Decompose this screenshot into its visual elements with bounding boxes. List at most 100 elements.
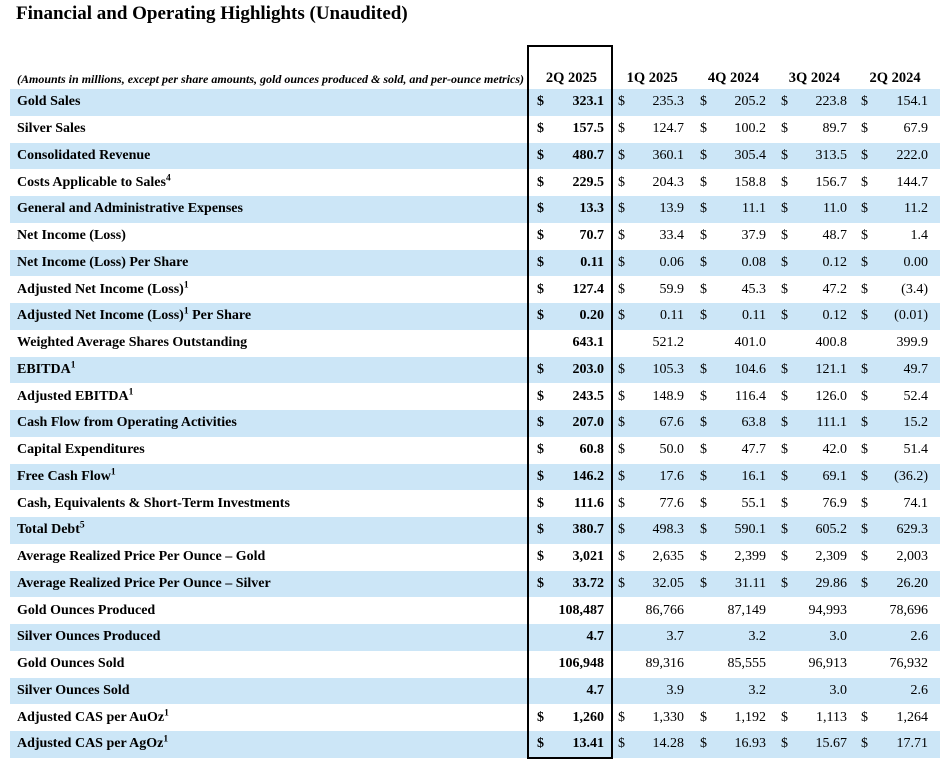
value-cell: $ (0.01) (856, 308, 934, 324)
cell-value: 480.7 (572, 147, 605, 163)
row-label-text: Capital Expenditures (17, 442, 145, 458)
row-label: Silver Sales (10, 121, 528, 137)
highlights-table: (Amounts in millions, except per share a… (10, 45, 940, 759)
row-label: Cash, Equivalents & Short-Term Investmen… (10, 496, 528, 512)
currency-symbol: $ (618, 254, 625, 270)
value-cell: $59.9 (613, 282, 690, 298)
currency-symbol: $ (861, 468, 868, 484)
value-cell: $111.1 (775, 415, 853, 431)
currency-symbol: $ (618, 442, 625, 458)
row-label-text: Gold Ounces Produced (17, 602, 156, 618)
value-cell: 86,766 (613, 603, 690, 619)
currency-symbol: $ (861, 281, 868, 297)
cell-value: 223.8 (815, 94, 848, 110)
table-row: Average Realized Price Per Ounce – Gold … (10, 544, 940, 571)
cell-value: 47.2 (822, 281, 848, 297)
value-cell: $13.9 (613, 201, 690, 217)
cell-value: 0.20 (579, 308, 605, 324)
currency-symbol: $ (618, 549, 625, 565)
currency-symbol: $ (700, 254, 707, 270)
row-label-superscript: 1 (183, 306, 189, 317)
value-cell: $1.4 (856, 228, 934, 244)
cell-value: 313.5 (815, 147, 848, 163)
cell-value: (36.2) (894, 468, 928, 484)
cell-value: 158.8 (734, 174, 767, 190)
currency-symbol: $ (781, 736, 788, 752)
cell-value: 17.71 (896, 736, 929, 752)
cell-value: 1,113 (816, 709, 847, 725)
value-cell: $31.11 (694, 576, 772, 592)
cell-value: 590.1 (734, 522, 767, 538)
value-cell: $2,399 (694, 549, 772, 565)
cell-value: 96,913 (808, 656, 848, 672)
table-row: Weighted Average Shares Outstanding 643.… (10, 330, 940, 357)
currency-symbol: $ (537, 575, 544, 591)
currency-symbol: $ (700, 495, 707, 511)
currency-symbol: $ (781, 709, 788, 725)
value-cell: $42.0 (775, 442, 853, 458)
currency-symbol: $ (700, 522, 707, 538)
row-label-superscript: 1 (70, 360, 76, 371)
row-label-superscript: 1 (164, 707, 169, 718)
cell-value: 32.05 (652, 575, 685, 591)
value-cell: $76.9 (775, 496, 853, 512)
cell-value: 127.4 (572, 281, 605, 297)
value-cell: 108,487 (528, 603, 613, 619)
value-cell: $360.1 (613, 148, 690, 164)
value-cell: $89.7 (775, 121, 853, 137)
currency-symbol: $ (618, 94, 625, 110)
cell-value: 0.06 (659, 254, 685, 270)
table-row: Silver Sales $157.5 $124.7 $100.2 $89.7 … (10, 116, 940, 143)
currency-symbol: $ (700, 468, 707, 484)
value-cell: $0.12 (775, 308, 853, 324)
table-row: EBITDA1 $203.0 $105.3 $104.6 $121.1 $49.… (10, 356, 940, 384)
table-row: Adjusted CAS per AuOz1 $1,260 $1,330 $1,… (10, 704, 940, 731)
row-label-text: Net Income (Loss) (17, 228, 126, 244)
currency-symbol: $ (537, 147, 544, 163)
row-label-text: Adjusted Net Income (Loss) (17, 308, 184, 324)
row-label-superscript: 1 (110, 467, 116, 478)
row-label: Gold Ounces Produced (10, 603, 528, 619)
value-cell: 3.2 (694, 683, 772, 699)
currency-symbol: $ (781, 228, 788, 244)
value-cell: $126.0 (775, 389, 853, 405)
table-row: Adjusted Net Income (Loss)1 $127.4 $59.9… (10, 276, 940, 303)
currency-symbol: $ (781, 361, 788, 377)
value-cell: $104.6 (694, 362, 772, 378)
value-cell: 85,555 (694, 656, 772, 672)
currency-symbol: $ (618, 415, 625, 431)
cell-value: 157.5 (572, 121, 605, 137)
currency-symbol: $ (861, 201, 868, 217)
cell-value: 63.8 (741, 415, 767, 431)
cell-value: 222.0 (896, 147, 929, 163)
table-row: Consolidated Revenue $480.7 $360.1 $305.… (10, 142, 940, 170)
table-row: Adjusted CAS per AgOz1 $13.41 $14.28 $16… (10, 731, 940, 758)
cell-value: 67.6 (659, 415, 685, 431)
cell-value: 498.3 (652, 522, 685, 538)
value-cell: 3.2 (694, 629, 772, 645)
value-cell: $49.7 (856, 362, 934, 378)
cell-value: 104.6 (734, 361, 767, 377)
currency-symbol: $ (537, 308, 544, 324)
value-cell: $1,113 (775, 710, 853, 726)
row-label-text: Adjusted CAS per AuOz (17, 709, 165, 725)
value-cell: $0.11 (528, 255, 613, 271)
cell-value: 305.4 (734, 147, 767, 163)
cell-value: 144.7 (896, 174, 929, 190)
row-label: Total Debt5 (10, 521, 528, 538)
value-cell: $0.20 (528, 308, 613, 324)
currency-symbol: $ (700, 121, 707, 137)
cell-value: 3.0 (829, 682, 848, 698)
row-label: Costs Applicable to Sales4 (10, 173, 528, 191)
row-label: Cash Flow from Operating Activities (10, 415, 528, 431)
currency-symbol: $ (700, 361, 707, 377)
table-header-row: (Amounts in millions, except per share a… (10, 45, 940, 89)
row-label-text: Free Cash Flow (17, 468, 111, 484)
value-cell: $127.4 (528, 282, 613, 298)
cell-value: 33.72 (572, 575, 605, 591)
cell-value: 3.2 (748, 629, 767, 645)
currency-symbol: $ (537, 442, 544, 458)
cell-value: 1,264 (896, 709, 929, 725)
cell-value: 1,330 (652, 709, 685, 725)
value-cell: $229.5 (528, 175, 613, 191)
